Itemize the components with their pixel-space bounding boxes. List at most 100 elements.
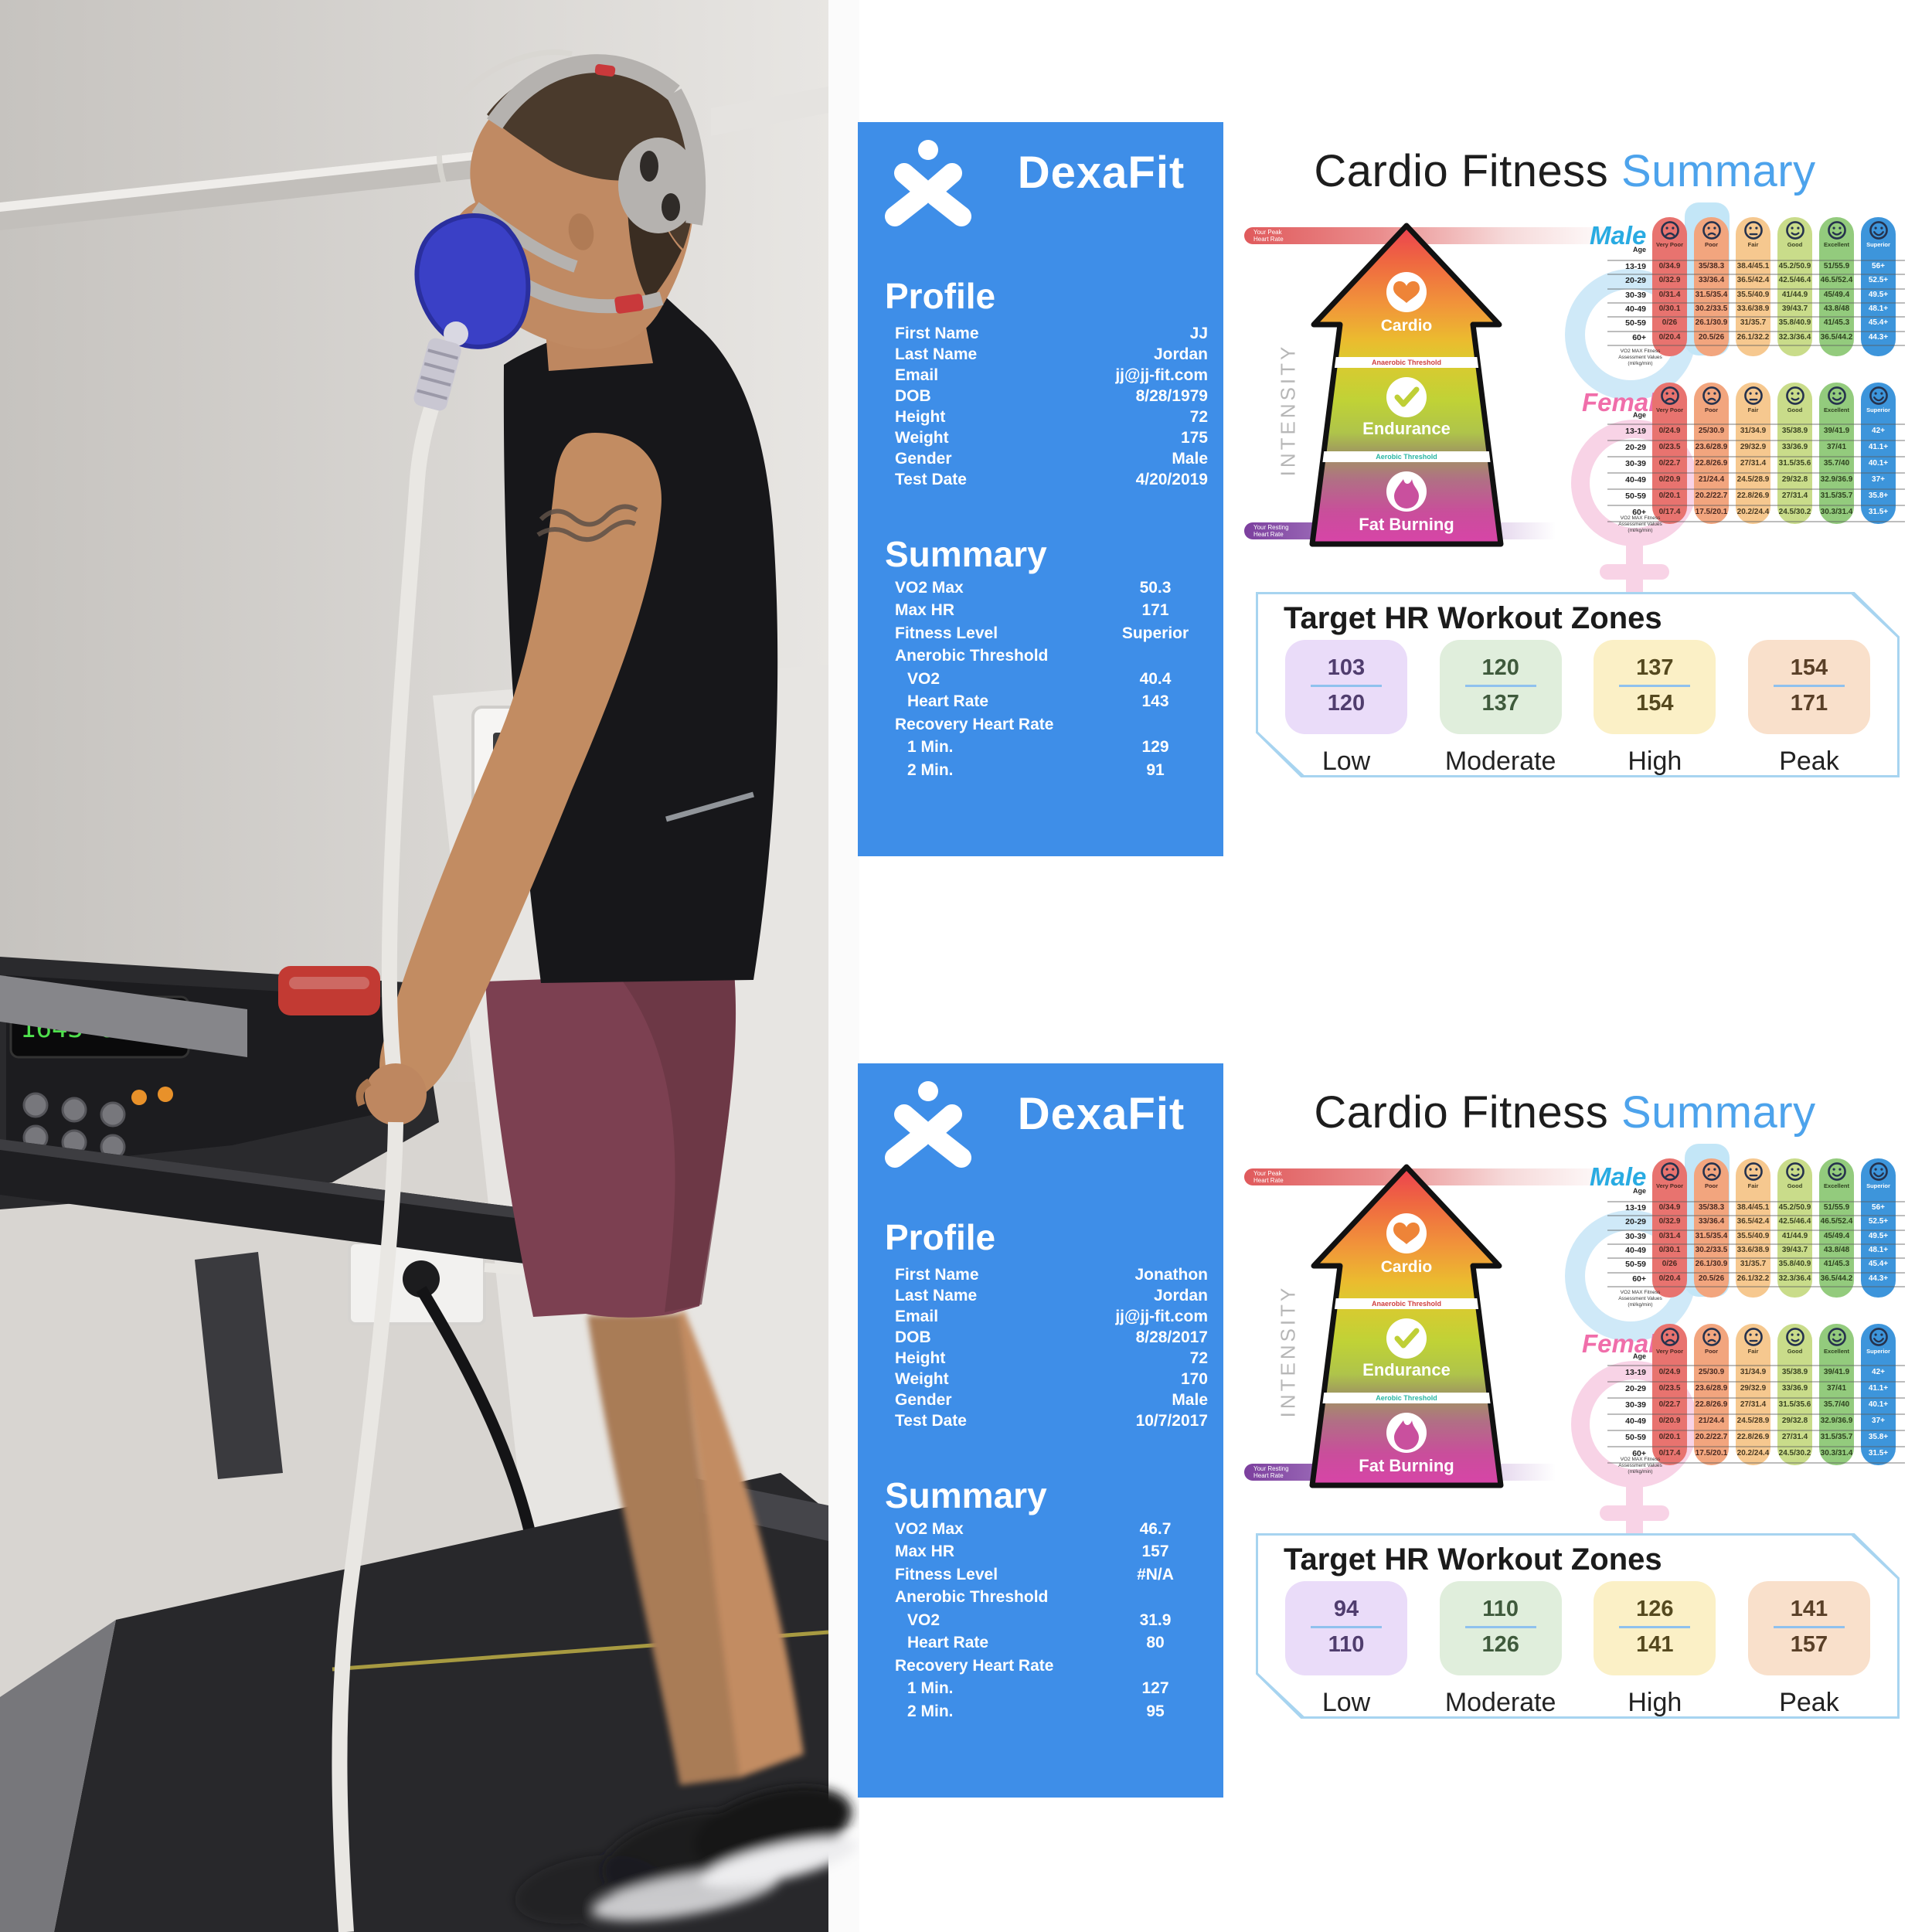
summary-label: Anerobic Threshold — [895, 1588, 1049, 1607]
zone-label: Moderate — [1444, 1688, 1556, 1717]
hr-zone-cards: 103 120 Low 120 137 Moderate 137 154 — [1256, 640, 1900, 777]
vo2-ranges: 42+ 41.1+ 40.1+ 37+ 35.8+ 31.5+ — [1868, 427, 1889, 516]
intensity-arrow-diagram: Anaerobic Threshold Aerobic Threshold Ca… — [1309, 223, 1504, 547]
safety-stop-key[interactable] — [278, 966, 380, 1015]
age-range: 20-29 — [1625, 1384, 1646, 1393]
zone-lower-bpm: 154 — [1790, 655, 1828, 680]
rating-columns: Very Poor 0/34.9 0/32.9 0/31.4 0/30.1 0/26… — [1652, 1158, 1896, 1298]
male-table-label: Male — [1590, 1162, 1647, 1191]
profile-row: Test Date 4/20/2019 — [858, 469, 1223, 490]
dexafit-logo-icon — [885, 1081, 971, 1168]
profile-value: Male — [1172, 1390, 1208, 1409]
summary-row: Fitness Level Superior — [858, 622, 1223, 645]
hr-zone-card: 126 141 High — [1594, 1581, 1716, 1718]
profile-value: 175 — [1180, 428, 1208, 447]
profile-row: Height 72 — [858, 1348, 1223, 1369]
rating-name: Very Poor — [1655, 1348, 1684, 1355]
profile-label: First Name — [895, 324, 979, 342]
rating-name: Poor — [1704, 241, 1719, 248]
profile-row: DOB 8/28/2017 — [858, 1327, 1223, 1348]
brand-name: DexaFit — [1017, 1089, 1185, 1139]
report-page-2: DexaFit Profile First Name Jonathon Last… — [854, 1063, 1932, 1805]
age-range: 40-49 — [1625, 475, 1646, 485]
male-table-label: Male — [1590, 221, 1647, 250]
console-buttons[interactable] — [22, 1092, 126, 1160]
summary-value: 143 — [1141, 692, 1169, 711]
profile-heading: Profile — [885, 276, 996, 316]
summary-row: Anerobic Threshold — [858, 1587, 1223, 1610]
zone-divider — [1464, 1626, 1536, 1628]
hr-zone-card: 154 171 Peak — [1747, 640, 1870, 777]
profile-panel: DexaFit Profile First Name JJ Last Name … — [858, 122, 1223, 856]
summary-row: 2 Min. 95 — [858, 1700, 1223, 1723]
summary-row: Heart Rate 143 — [858, 691, 1223, 714]
table-footnote: VO2 MAX Fitness Assessment Values (ml/kg/… — [1618, 1457, 1662, 1475]
summary-rows: VO2 Max 46.7 Max HR 157 Fitness Level #N… — [858, 1518, 1223, 1723]
rating-name: Excellent — [1824, 241, 1849, 248]
profile-row: Test Date 10/7/2017 — [858, 1410, 1223, 1431]
vo2-ranges: 42+ 41.1+ 40.1+ 37+ 35.8+ 31.5+ — [1868, 1368, 1889, 1458]
dexafit-logo-icon — [885, 140, 971, 226]
age-rows: 13-19 20-29 30-39 40-49 50-59 60+ — [1607, 1365, 1646, 1462]
profile-panel: DexaFit Profile First Name Jonathon Last… — [858, 1063, 1223, 1798]
vo2-rating-column: Poor 25/30.9 23.6/28.9 22.8/26.9 21/24.4 2… — [1694, 383, 1729, 524]
summary-label: 1 Min. — [907, 738, 954, 757]
summary-heading: Summary — [885, 1475, 1047, 1515]
summary-label: VO2 — [907, 669, 940, 688]
profile-value: 10/7/2017 — [1135, 1411, 1208, 1430]
female-vo2-table: Age 13-19 20-29 30-39 40-49 50-59 60+ Very Po… — [1607, 1324, 1905, 1505]
profile-value: 170 — [1180, 1369, 1208, 1388]
profile-rows: First Name JJ Last Name Jordan Email jj@… — [858, 323, 1223, 490]
zone-label: Peak — [1779, 1688, 1839, 1717]
vo2-rating-column: Fair 31/34.9 29/32.9 27/31.4 24.5/28.9 22.… — [1736, 383, 1770, 524]
male-vo2-table: Age 13-19 20-29 30-39 40-49 50-59 60+ Very Po… — [1607, 217, 1905, 395]
intensity-arrow-diagram: Anaerobic Threshold Aerobic Threshold Ca… — [1309, 1164, 1504, 1488]
summary-value: 50.3 — [1139, 578, 1172, 597]
rating-name: Good — [1787, 406, 1803, 413]
summary-label: VO2 Max — [895, 578, 964, 597]
zone-upper-bpm: 141 — [1636, 1632, 1674, 1657]
anaerobic-threshold-label: Anaerobic Threshold — [1372, 1300, 1441, 1308]
harness-clip — [614, 294, 644, 314]
zone-divider — [1311, 685, 1382, 687]
vo2-ranges: 25/30.9 23.6/28.9 22.8/26.9 21/24.4 20.2/2… — [1695, 1368, 1728, 1458]
hr-zone-range: 126 141 — [1594, 1581, 1716, 1675]
vo2-rating-column: Poor 25/30.9 23.6/28.9 22.8/26.9 21/24.4 2… — [1694, 1324, 1729, 1465]
age-range: 13-19 — [1625, 427, 1646, 436]
summary-label: Anerobic Threshold — [895, 647, 1049, 665]
profile-value: jj@jj-fit.com — [1115, 366, 1208, 384]
vo2-ranges: 56+ 52.5+ 49.5+ 48.1+ 45.4+ 44.3+ — [1868, 1203, 1889, 1283]
profile-label: DOB — [895, 1328, 931, 1346]
vo2-rating-column: Poor 35/38.3 33/36.4 31.5/35.4 30.2/33.5 2… — [1694, 1158, 1729, 1298]
profile-label: Last Name — [895, 1286, 978, 1304]
zone-lower-bpm: 137 — [1636, 655, 1674, 680]
face-icon — [1660, 1328, 1679, 1346]
zone-upper-bpm: 157 — [1790, 1632, 1828, 1657]
vo2-rating-column: Superior 56+ 52.5+ 49.5+ 48.1+ 45.4+ 44.3+ — [1861, 217, 1896, 356]
male-vo2-table: Age 13-19 20-29 30-39 40-49 50-59 60+ Very Po… — [1607, 1158, 1905, 1336]
summary-value: #N/A — [1137, 1565, 1174, 1583]
age-range: 20-29 — [1625, 443, 1646, 452]
age-rows: 13-19 20-29 30-39 40-49 50-59 60+ — [1607, 423, 1646, 521]
arm-tattoo — [536, 504, 638, 542]
person — [332, 49, 858, 1932]
vo2-rating-column: Good 45.2/50.9 42.5/46.4 41/44.9 39/43.7 3… — [1777, 217, 1812, 356]
rating-name: Excellent — [1824, 1182, 1849, 1189]
rating-name: Fair — [1747, 406, 1759, 413]
hr-zone-range: 103 120 — [1285, 640, 1407, 734]
vo2-rating-column: Good 45.2/50.9 42.5/46.4 41/44.9 39/43.7 3… — [1777, 1158, 1812, 1298]
summary-heading: Summary — [885, 534, 1047, 574]
summary-row: Fitness Level #N/A — [858, 1563, 1223, 1587]
age-rows: 13-19 20-29 30-39 40-49 50-59 60+ — [1607, 260, 1646, 345]
resting-hr-banner-line2: Heart Rate — [1253, 1472, 1284, 1479]
age-range: 13-19 — [1625, 262, 1646, 271]
vo2-rating-column: Fair 31/34.9 29/32.9 27/31.4 24.5/28.9 22.… — [1736, 1324, 1770, 1465]
profile-row: Weight 175 — [858, 427, 1223, 448]
vo2-ranges: 51/55.9 46.5/52.4 45/49.4 43.8/48 41/45.3 3… — [1820, 1203, 1853, 1283]
summary-rows: VO2 Max 50.3 Max HR 171 Fitness Level Su… — [858, 577, 1223, 782]
age-range: 13-19 — [1625, 1203, 1646, 1213]
rating-name: Superior — [1866, 1182, 1890, 1189]
vo2-rating-column: Very Poor 0/34.9 0/32.9 0/31.4 0/30.1 0/26… — [1652, 217, 1687, 356]
zone-label: High — [1628, 747, 1682, 776]
arm — [379, 433, 662, 1100]
